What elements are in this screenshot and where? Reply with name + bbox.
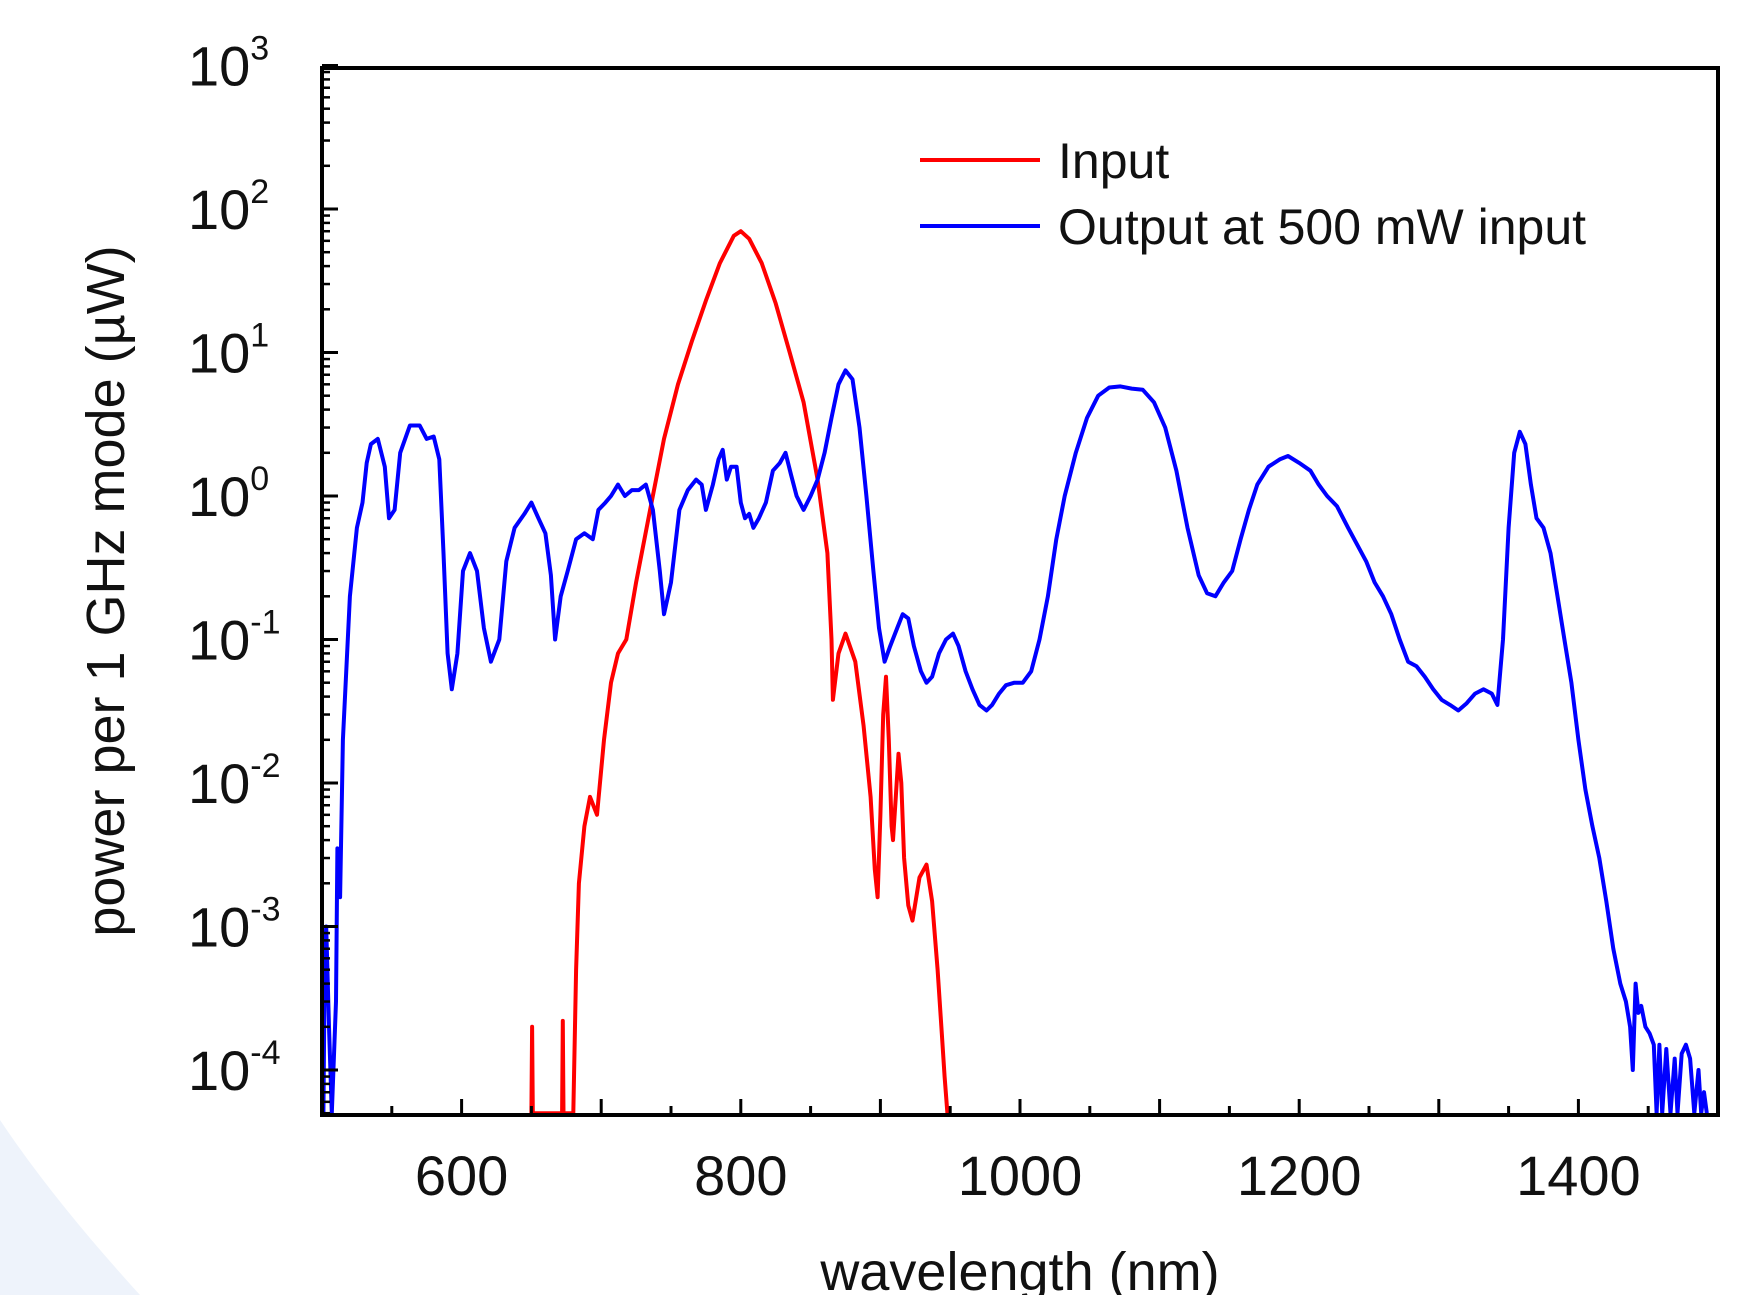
- legend-label: Input: [1058, 133, 1169, 189]
- x-tick-label: 1000: [958, 1144, 1083, 1207]
- y-tick-label: 10-2: [188, 747, 281, 815]
- x-tick-label: 1400: [1516, 1144, 1641, 1207]
- y-tick-label: 10-3: [188, 891, 281, 959]
- series-line-output: [322, 368, 1709, 1115]
- legend: Input Output at 500 mW input: [920, 133, 1586, 255]
- x-tick-label: 1200: [1237, 1144, 1362, 1207]
- y-axis-title: power per 1 GHz mode (µW): [76, 245, 136, 936]
- legend-label: Output at 500 mW input: [1058, 199, 1586, 255]
- x-axis-title: wavelength (nm): [819, 1242, 1219, 1295]
- x-axis: 600 800 1000 1200 1400: [320, 1099, 1720, 1207]
- series-layer: [322, 229, 1709, 1115]
- series-line-input: [529, 229, 951, 1115]
- y-tick-label: 103: [188, 30, 269, 98]
- y-tick-label: 100: [188, 460, 269, 528]
- y-tick-label: 102: [188, 173, 269, 241]
- y-tick-label: 10-4: [188, 1034, 281, 1102]
- x-tick-label: 600: [415, 1144, 508, 1207]
- background-swoosh: [0, 1120, 140, 1295]
- y-axis: 10-4 10-3 10-2 10-1 100 101 102 103: [188, 30, 338, 1115]
- y-tick-label: 101: [188, 317, 269, 385]
- x-tick-label: 800: [694, 1144, 787, 1207]
- y-tick-label: 10-1: [188, 604, 281, 672]
